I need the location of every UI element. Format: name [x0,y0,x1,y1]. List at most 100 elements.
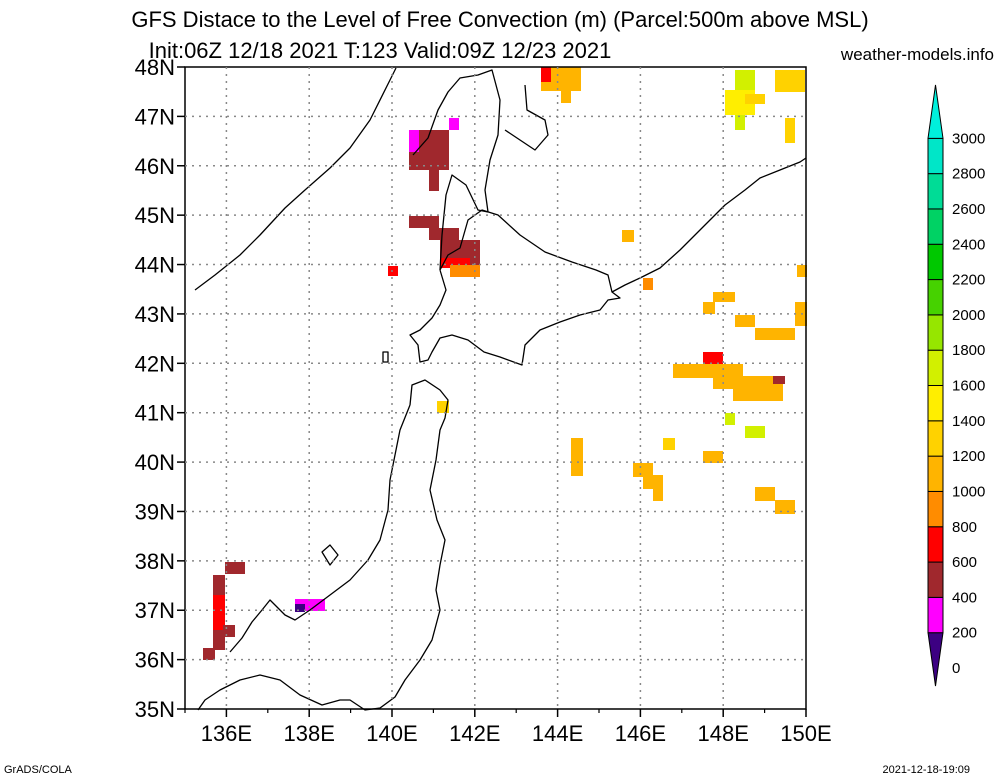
colorbar-label: 3000 [952,130,985,147]
lat-tick-label: 46N [135,154,175,179]
lat-tick-label: 47N [135,104,175,129]
lfc-cell [745,94,765,104]
lfc-cell [653,487,663,501]
axis-ticks: 35N 36N 37N 38N 39N 40N 41N 42N 43N 44N 45N 46N 47N 4… [135,55,832,746]
lfc-cell [409,130,419,152]
lfc-cell [755,487,775,501]
lfc-cell [622,230,634,242]
lfc-cell [450,265,480,277]
sakhalin-coast [412,69,501,271]
colorbar-swatch [927,420,944,457]
lat-tick-label: 40N [135,450,175,475]
lfc-cell [643,278,653,290]
colorbar-label: 1600 [952,378,985,395]
honshu-west-coast [229,404,411,653]
colorbar-label: 2000 [952,307,985,324]
lat-tick-label: 43N [135,302,175,327]
lat-tick-label: 39N [135,499,175,524]
lfc-field-cells [203,67,807,660]
lfc-cell [773,376,785,384]
lfc-cell [663,438,675,450]
lfc-cell [203,648,215,660]
okushiri-island [382,351,389,363]
sado-island [321,544,339,566]
colorbar-swatch [927,173,944,210]
lfc-cell [713,292,735,302]
lat-tick-label: 37N [135,598,175,623]
lfc-cell [561,91,571,103]
lfc-cell [213,595,225,630]
lfc-cell [775,70,805,92]
lfc-cell [429,165,439,191]
colorbar-label: 400 [952,589,977,606]
colorbar-label: 600 [952,554,977,571]
colorbar-swatch [927,632,944,687]
colorbar-swatch [927,490,944,528]
colorbar-swatch [927,137,944,175]
kuril-coast [611,157,807,293]
lfc-cell [388,266,398,276]
map-title-line2: Init:06Z 12/18 2021 T:123 Valid:09Z 12/2… [148,38,612,63]
grid-lines [185,67,806,709]
lfc-cell [735,315,755,327]
lon-tick-label: 140E [366,721,417,746]
lfc-cell [755,328,795,340]
lat-tick-label: 44N [135,253,175,278]
lat-tick-label: 35N [135,697,175,722]
lfc-cell [775,500,795,514]
colorbar-label: 2800 [952,166,985,183]
colorbar-swatch [927,385,944,422]
colorbar-label: 1400 [952,413,985,430]
colorbar-label: 1200 [952,448,985,465]
colorbar-label: 2600 [952,201,985,218]
lon-tick-label: 150E [780,721,831,746]
lfc-cell [643,475,663,489]
colorbar-swatch [927,561,944,598]
lon-tick-label: 146E [615,721,666,746]
honshu-coast [197,379,449,711]
lfc-cell [449,118,459,130]
lfc-cell [295,604,305,612]
lfc-cell [703,302,715,314]
lfc-cell [225,562,245,574]
lat-tick-label: 41N [135,401,175,426]
lfc-cell [735,70,755,90]
lfc-cell [703,451,723,463]
lat-tick-label: 48N [135,55,175,80]
lon-tick-label: 148E [698,721,749,746]
lfc-cell [745,426,765,438]
colorbar-swatch [927,596,944,634]
colorbar-label: 1000 [952,483,985,500]
lfc-cell [409,216,439,228]
lfc-cell [797,265,807,277]
lon-tick-label: 144E [532,721,583,746]
colorbar-swatch [927,208,944,245]
colorbar-label: 2400 [952,236,985,253]
colorbar-swatch [927,526,944,563]
lfc-cell [785,118,795,143]
lfc-cell [440,258,470,268]
map-border [184,66,807,710]
colorbar-label: 1800 [952,342,985,359]
map-title-line1: GFS Distace to the Level of Free Convect… [131,7,869,32]
map-frame [184,66,807,710]
lfc-cell [633,463,653,477]
colorbar-label: 800 [952,519,977,536]
lat-tick-label: 45N [135,203,175,228]
colorbar-label: 200 [952,625,977,642]
lfc-cell [725,413,735,425]
lfc-cell [703,352,723,364]
lat-tick-label: 38N [135,549,175,574]
colorbar-swatch [927,314,944,351]
lon-tick-label: 136E [201,721,252,746]
colorbar-swatch [927,84,944,139]
colorbar-swatch [927,279,944,316]
lfc-cell [571,438,583,476]
colorbar: 0 200 400 600 800 1000 1200 1400 1600 1800 2000 220… [927,84,985,687]
colorbar-swatch [927,243,944,281]
sakhalin-east [504,84,549,151]
colorbar-label: 0 [952,660,960,677]
lfc-cell [223,625,235,637]
lat-tick-label: 36N [135,648,175,673]
